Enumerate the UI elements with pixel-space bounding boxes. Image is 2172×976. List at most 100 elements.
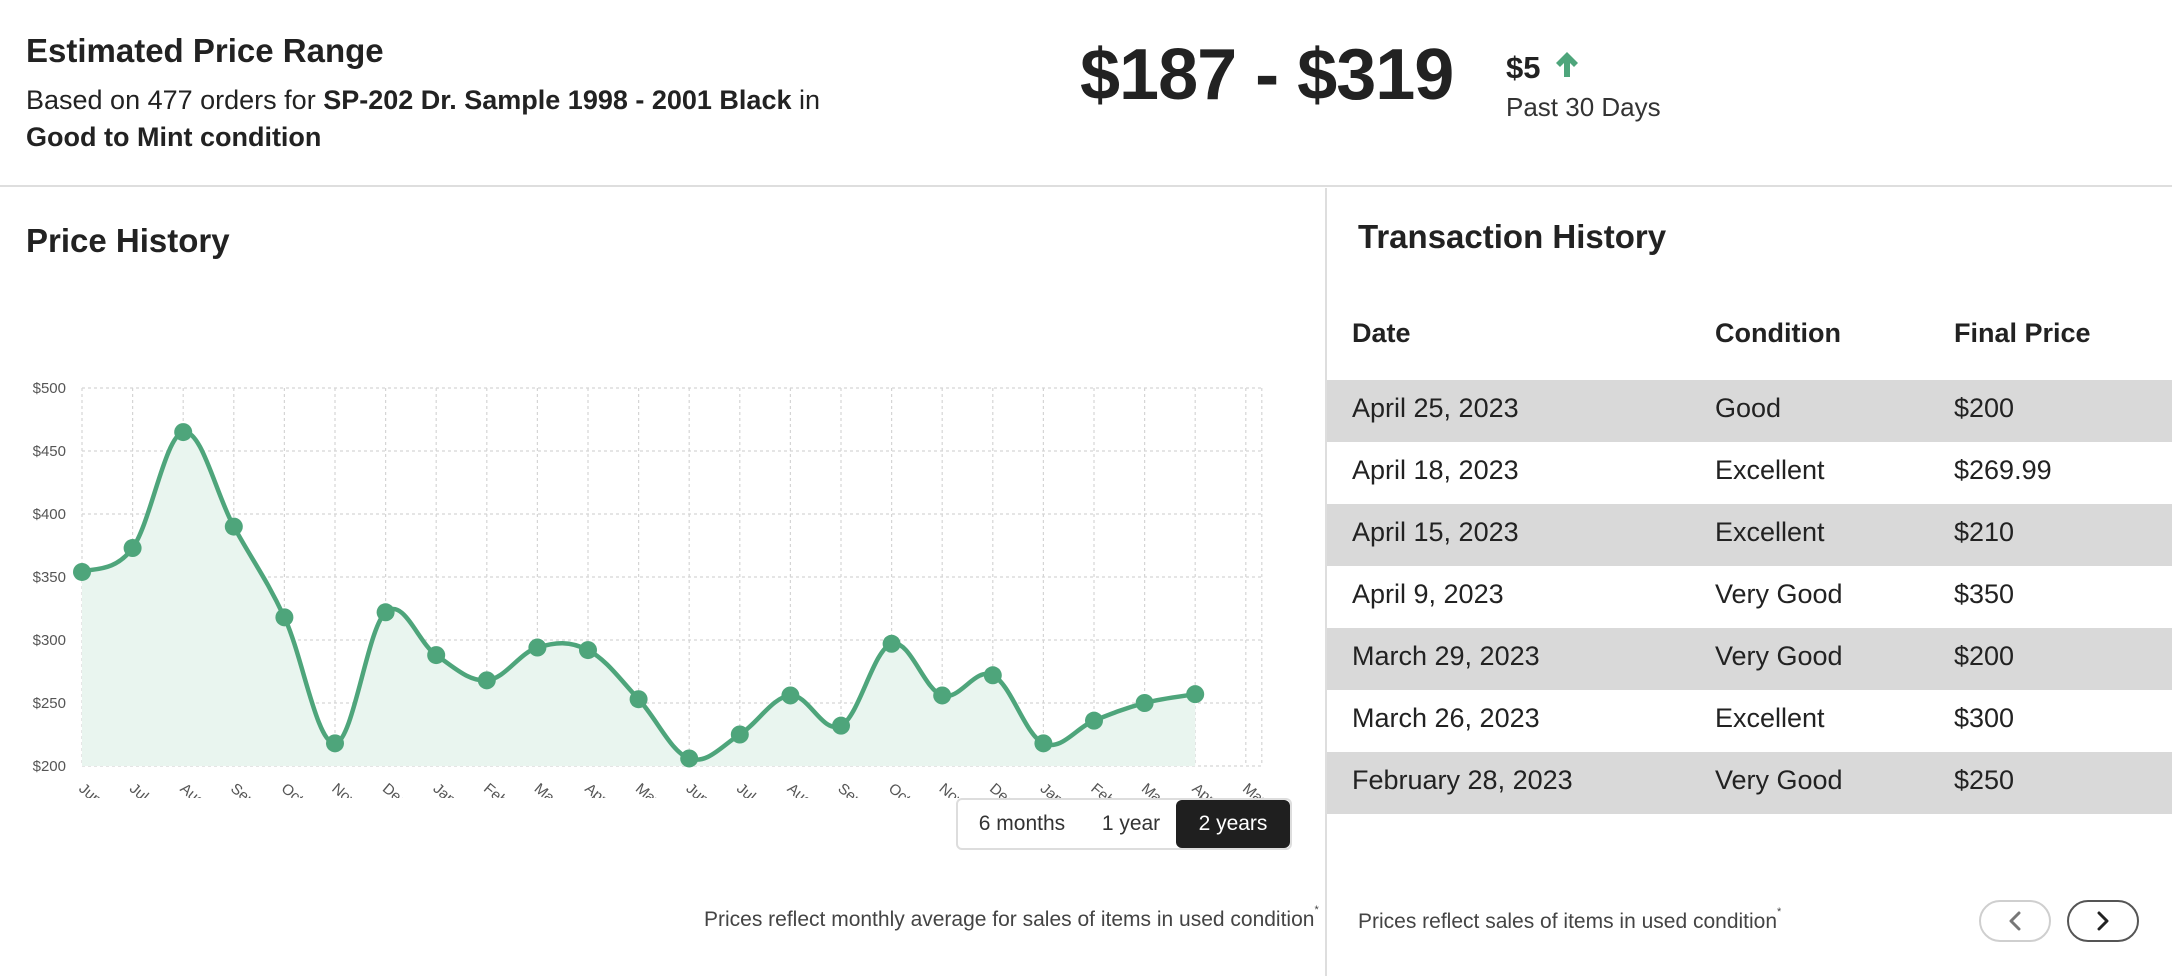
row-price: $250 bbox=[1954, 765, 2015, 795]
header-condition: Condition bbox=[1715, 318, 1841, 348]
x-tick-label: May 23 bbox=[1239, 780, 1288, 798]
data-point bbox=[1034, 734, 1053, 753]
transaction-history-title: Transaction History bbox=[1358, 218, 1667, 255]
data-point bbox=[1186, 685, 1205, 704]
time-range-toggle: 6 months 1 year 2 years bbox=[956, 798, 1292, 850]
y-tick-label: $400 bbox=[33, 506, 66, 523]
y-tick-label: $350 bbox=[33, 569, 66, 586]
header-date: Date bbox=[1352, 318, 1411, 348]
price-change-period: Past 30 Days bbox=[1506, 92, 1661, 122]
y-tick-label: $250 bbox=[33, 695, 66, 712]
x-tick-label: Apr 22 bbox=[581, 780, 626, 798]
table-row: February 28, 2023 Very Good $250 bbox=[1327, 752, 2172, 814]
data-point bbox=[933, 686, 952, 705]
y-tick-label: $300 bbox=[33, 632, 66, 649]
x-tick-label: Jan 22 bbox=[430, 780, 475, 798]
arrow-up-icon bbox=[1554, 50, 1580, 86]
range-1-year-button[interactable]: 1 year bbox=[1101, 812, 1161, 835]
data-point bbox=[781, 686, 800, 705]
row-condition: Good bbox=[1715, 393, 1782, 423]
x-tick-label: May 22 bbox=[632, 780, 681, 798]
row-price: $210 bbox=[1954, 517, 2015, 547]
y-tick-label: $450 bbox=[33, 443, 66, 460]
row-price: $350 bbox=[1954, 579, 2015, 609]
transaction-table-header: Date Condition Final Price bbox=[1327, 318, 2172, 368]
data-point bbox=[275, 608, 294, 627]
row-date: February 28, 2023 bbox=[1352, 765, 1573, 795]
estimate-title: Estimated Price Range bbox=[26, 32, 384, 69]
x-tick-label: Nov 21 bbox=[328, 780, 375, 798]
row-condition: Excellent bbox=[1715, 455, 1825, 485]
price-history-note-mark: * bbox=[1314, 904, 1319, 916]
x-tick-label: Jun 21 bbox=[75, 780, 120, 798]
x-tick-label: Mar 22 bbox=[531, 780, 578, 798]
data-point bbox=[579, 641, 597, 660]
x-tick-label: Jan 23 bbox=[1037, 780, 1082, 798]
x-tick-label: Jul 22 bbox=[733, 780, 775, 798]
transaction-history-note: Prices reflect sales of items in used co… bbox=[1358, 906, 1781, 934]
estimate-desc-prefix: Based on 477 orders for bbox=[26, 85, 324, 115]
x-tick-label: Jun 22 bbox=[683, 780, 728, 798]
table-row: April 25, 2023 Good $200 bbox=[1327, 380, 2172, 442]
transaction-note-text: Prices reflect sales of items in used co… bbox=[1358, 910, 1778, 933]
row-date: March 26, 2023 bbox=[1352, 703, 1540, 733]
chevron-right-icon bbox=[2096, 911, 2110, 931]
data-point bbox=[832, 716, 850, 735]
price-change: $5 bbox=[1506, 50, 1580, 86]
transaction-history-panel: Transaction History Date Condition Final… bbox=[1327, 188, 2172, 976]
chevron-left-icon bbox=[2008, 911, 2022, 931]
estimate-condition: Good to Mint condition bbox=[26, 122, 322, 152]
price-history-chart: $200 $250 $300 $350 $400 $450 $500 Jun 21 Jul 21… bbox=[33, 380, 1288, 798]
row-price: $200 bbox=[1954, 393, 2015, 423]
estimate-product: SP-202 Dr. Sample 1998 - 2001 Black bbox=[323, 85, 792, 115]
range-6-months-button[interactable]: 6 months bbox=[978, 812, 1066, 835]
x-tick-label: Aug 22 bbox=[784, 780, 831, 798]
row-date: April 9, 2023 bbox=[1352, 579, 1504, 609]
x-tick-label: Sep 22 bbox=[834, 780, 881, 798]
previous-page-button[interactable] bbox=[1979, 900, 2051, 942]
x-tick-label: Nov 22 bbox=[936, 780, 983, 798]
estimate-desc-in: in bbox=[791, 85, 821, 115]
transaction-note-mark: * bbox=[1777, 906, 1782, 918]
data-point bbox=[427, 646, 446, 665]
row-condition: Very Good bbox=[1715, 579, 1843, 609]
data-point bbox=[1135, 694, 1154, 712]
x-tick-label: Mar 23 bbox=[1138, 780, 1185, 798]
row-date: April 25, 2023 bbox=[1352, 393, 1519, 423]
data-point bbox=[73, 562, 91, 581]
x-tick-label: Oct 21 bbox=[278, 780, 323, 798]
price-history-panel: Price History $200 $250 $300 $350 $400 $450 $5… bbox=[0, 188, 1325, 976]
panel-divider bbox=[1325, 188, 1327, 976]
row-condition: Very Good bbox=[1715, 641, 1843, 671]
data-point bbox=[123, 539, 142, 558]
data-point bbox=[983, 666, 1002, 685]
row-condition: Very Good bbox=[1715, 765, 1843, 795]
table-row: April 18, 2023 Excellent $269.99 bbox=[1327, 442, 2172, 504]
row-date: April 15, 2023 bbox=[1352, 517, 1519, 547]
x-tick-label: Jul 21 bbox=[126, 780, 168, 798]
header-final-price: Final Price bbox=[1954, 318, 2091, 348]
data-point bbox=[174, 423, 193, 442]
estimated-price-section: Estimated Price Range Based on 477 order… bbox=[0, 0, 2172, 187]
data-point bbox=[528, 638, 547, 657]
data-point bbox=[326, 734, 344, 753]
price-range-value: $187 - $319 bbox=[1080, 35, 1454, 115]
row-date: March 29, 2023 bbox=[1352, 641, 1540, 671]
estimate-description: Based on 477 orders for SP-202 Dr. Sampl… bbox=[26, 82, 886, 156]
data-point bbox=[730, 725, 749, 744]
x-tick-label: Feb 23 bbox=[1087, 780, 1134, 798]
data-point bbox=[224, 517, 243, 536]
table-row: March 29, 2023 Very Good $200 bbox=[1327, 628, 2172, 690]
row-price: $200 bbox=[1954, 641, 2015, 671]
price-history-note: Prices reflect monthly average for sales… bbox=[704, 904, 1319, 932]
row-date: April 18, 2023 bbox=[1352, 455, 1519, 485]
data-point bbox=[1085, 711, 1103, 730]
series-area-fill bbox=[82, 431, 1196, 766]
price-history-title: Price History bbox=[26, 222, 230, 259]
next-page-button[interactable] bbox=[2067, 900, 2139, 942]
table-row: April 15, 2023 Excellent $210 bbox=[1327, 504, 2172, 566]
range-2-years-button[interactable]: 2 years bbox=[1176, 800, 1290, 848]
row-price: $269.99 bbox=[1954, 455, 2052, 485]
data-point bbox=[680, 749, 699, 768]
row-condition: Excellent bbox=[1715, 517, 1825, 547]
